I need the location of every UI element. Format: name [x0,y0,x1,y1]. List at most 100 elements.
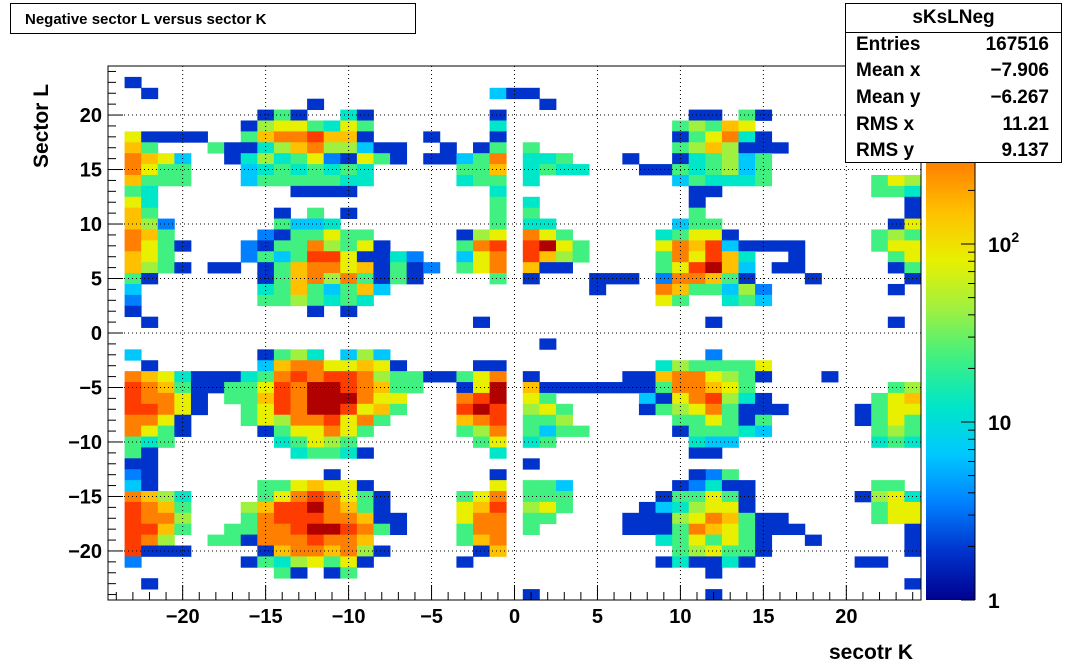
heatmap-cell [522,174,540,187]
heatmap-cell [124,142,142,154]
heatmap-cell [290,392,308,405]
heatmap-cell [356,229,374,241]
heatmap-cell [124,305,142,318]
heatmap-cell [373,153,391,165]
heatmap-cell [141,436,159,448]
heatmap-cell [307,534,325,546]
heatmap-cell [141,218,159,230]
heatmap-cell [489,196,507,209]
heatmap-cell [273,436,291,448]
heatmap-cell [473,414,491,427]
heatmap-cell [721,294,739,307]
heatmap-cell [473,523,491,536]
heatmap-cell [871,512,889,525]
heatmap-cell [224,392,242,405]
heatmap-cell [273,164,291,176]
heatmap-cell [124,218,142,230]
heatmap-cell [273,534,291,546]
heatmap-cell [124,131,142,143]
heatmap-cell [124,512,142,525]
heatmap-cell [705,316,723,328]
heatmap-cell [373,262,391,274]
heatmap-cell [406,262,424,274]
heatmap-cell [423,131,441,143]
heatmap-cell [190,392,208,405]
heatmap-cell [240,153,258,165]
heatmap-cell [290,164,308,176]
heatmap-cell [589,382,607,394]
heatmap-cell [257,480,275,492]
heatmap-cell [290,153,308,165]
stats-label: RMS y [856,140,915,161]
heatmap-cell [887,403,905,416]
heatmap-cell [373,491,391,503]
heatmap-cell [688,174,706,187]
heatmap-cell [738,273,756,285]
heatmap-cell [688,229,706,241]
heatmap-cell [356,360,374,372]
heatmap-cell [522,218,540,230]
heatmap-cell [555,403,573,416]
heatmap-cell [307,283,325,296]
heatmap-cell [273,491,291,503]
heatmap-cell [174,403,192,416]
heatmap-cell [539,436,557,448]
heatmap-cell [721,491,739,503]
heatmap-cell [738,153,756,165]
heatmap-cell [356,382,374,394]
heatmap-cell [456,153,474,165]
heatmap-cell [887,501,905,514]
heatmap-cell [456,425,474,437]
heatmap-cell [489,425,507,437]
stats-value: 167516 [985,34,1049,55]
heatmap-cell [273,371,291,383]
heatmap-cell [489,142,507,154]
heatmap-cell [904,207,922,219]
heatmap-cell [273,262,291,274]
heatmap-cell [755,109,773,121]
heatmap-cell [323,294,341,307]
heatmap-cell [340,185,358,198]
heatmap-cell [655,251,673,263]
heatmap-cell [489,164,507,176]
heatmap-cell [721,545,739,557]
heatmap-cell [871,229,889,241]
heatmap-cell [721,512,739,525]
heatmap-cell [307,218,325,230]
heatmap-cell [124,403,142,416]
heatmap-cell [688,403,706,416]
heatmap-cell [655,392,673,405]
heatmap-cell [473,501,491,514]
heatmap-cell [307,240,325,252]
heatmap-cell [141,545,159,557]
heatmap-cell [489,218,507,230]
heatmap-cell [356,131,374,143]
heatmap-cell [522,425,540,437]
heatmap-cell [473,142,491,154]
heatmap-cell [273,360,291,372]
heatmap-cell [489,469,507,481]
heatmap-cell [539,425,557,437]
heatmap-cell [456,403,474,416]
heatmap-cell [788,262,806,274]
heatmap-cell [174,382,192,394]
heatmap-cell [489,436,507,448]
heatmap-cell [290,371,308,383]
heatmap-cell [240,131,258,143]
heatmap-cell [522,382,540,394]
heatmap-cell [340,501,358,514]
heatmap-cell [456,534,474,546]
heatmap-cell [738,283,756,296]
heatmap-cell [738,545,756,557]
heatmap-cell [290,556,308,568]
heatmap-cell [240,142,258,154]
heatmap-cell [124,251,142,263]
heatmap-cell [307,229,325,241]
heatmap-cell [738,534,756,546]
heatmap-cell [307,273,325,285]
heatmap-cell [273,414,291,427]
heatmap-cell [224,153,242,165]
heatmap-cell [240,403,258,416]
heatmap-cell [522,501,540,514]
heatmap-cell [240,251,258,263]
